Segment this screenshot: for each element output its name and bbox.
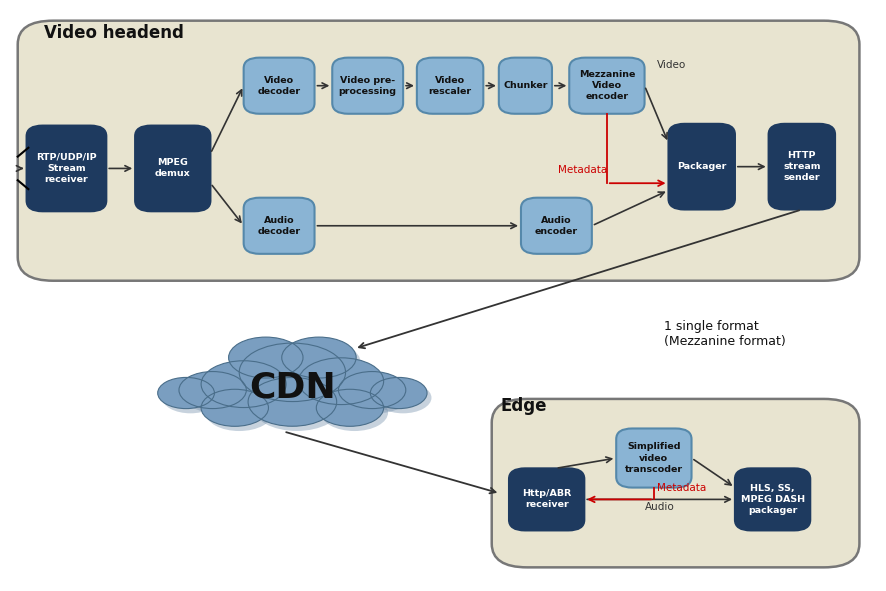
Text: Audio: Audio: [645, 502, 674, 512]
Text: Packager: Packager: [677, 162, 727, 171]
Text: Metadata: Metadata: [558, 164, 608, 174]
FancyBboxPatch shape: [135, 126, 210, 212]
Ellipse shape: [248, 378, 337, 426]
Text: Audio
decoder: Audio decoder: [258, 216, 300, 236]
Text: Mezzanine
Video
encoder: Mezzanine Video encoder: [579, 70, 635, 101]
Text: CDN: CDN: [249, 370, 336, 404]
FancyBboxPatch shape: [492, 399, 859, 567]
Text: Video headend: Video headend: [44, 24, 184, 43]
Ellipse shape: [244, 348, 350, 406]
Ellipse shape: [303, 362, 388, 410]
Text: Metadata: Metadata: [657, 482, 706, 492]
FancyBboxPatch shape: [18, 21, 859, 281]
Ellipse shape: [233, 342, 307, 383]
Ellipse shape: [162, 382, 219, 413]
FancyBboxPatch shape: [669, 124, 734, 210]
Ellipse shape: [338, 372, 406, 408]
FancyBboxPatch shape: [616, 428, 691, 488]
Ellipse shape: [206, 394, 273, 431]
FancyBboxPatch shape: [499, 58, 552, 113]
Ellipse shape: [229, 337, 303, 378]
Text: HTTP
stream
sender: HTTP stream sender: [783, 151, 820, 182]
Ellipse shape: [286, 342, 361, 383]
FancyBboxPatch shape: [332, 58, 403, 113]
Ellipse shape: [343, 376, 410, 413]
FancyBboxPatch shape: [570, 58, 645, 113]
FancyBboxPatch shape: [734, 468, 810, 531]
Text: Video
rescaler: Video rescaler: [429, 76, 471, 96]
Text: Video: Video: [657, 60, 686, 70]
Text: Video pre-
processing: Video pre- processing: [338, 76, 397, 96]
FancyBboxPatch shape: [416, 58, 484, 113]
Text: MPEG
demux: MPEG demux: [155, 158, 190, 178]
Text: Chunker: Chunker: [503, 81, 548, 90]
FancyBboxPatch shape: [521, 197, 592, 254]
FancyBboxPatch shape: [244, 58, 315, 113]
Ellipse shape: [370, 378, 427, 408]
Text: RTP/UDP/IP
Stream
receiver: RTP/UDP/IP Stream receiver: [36, 153, 97, 184]
Ellipse shape: [201, 361, 286, 408]
Ellipse shape: [183, 376, 251, 413]
Ellipse shape: [158, 378, 214, 408]
Text: Audio
encoder: Audio encoder: [535, 216, 578, 236]
Text: Edge: Edge: [501, 397, 547, 415]
FancyBboxPatch shape: [768, 124, 835, 210]
Ellipse shape: [316, 389, 384, 426]
FancyBboxPatch shape: [27, 126, 106, 212]
Ellipse shape: [321, 394, 388, 431]
Ellipse shape: [201, 389, 268, 426]
Text: Video
decoder: Video decoder: [258, 76, 300, 96]
Ellipse shape: [253, 382, 341, 431]
Text: HLS, SS,
MPEG DASH
packager: HLS, SS, MPEG DASH packager: [741, 484, 804, 515]
Text: Simplified
video
transcoder: Simplified video transcoder: [625, 443, 683, 473]
Ellipse shape: [206, 365, 291, 413]
FancyBboxPatch shape: [244, 197, 315, 254]
Ellipse shape: [299, 358, 384, 405]
Ellipse shape: [239, 343, 346, 401]
FancyBboxPatch shape: [509, 468, 585, 531]
Ellipse shape: [375, 382, 431, 413]
Text: 1 single format
(Mezzanine format): 1 single format (Mezzanine format): [664, 320, 786, 348]
Ellipse shape: [282, 337, 356, 378]
Text: Http/ABR
receiver: Http/ABR receiver: [522, 489, 571, 509]
Ellipse shape: [179, 372, 246, 408]
